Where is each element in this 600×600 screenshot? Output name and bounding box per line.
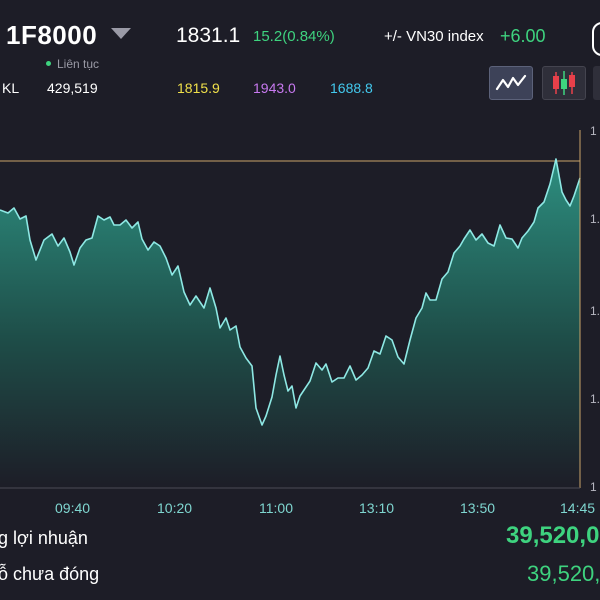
y-tick: 1. bbox=[590, 392, 600, 406]
menu-icon[interactable] bbox=[592, 22, 600, 56]
y-tick: 1. bbox=[590, 304, 600, 318]
reference-price: 1815.9 bbox=[177, 80, 220, 96]
status-dot-icon bbox=[46, 61, 51, 66]
x-tick: 13:10 bbox=[359, 500, 395, 516]
unrealized-value: 39,520, bbox=[527, 561, 600, 586]
line-chart-icon bbox=[495, 74, 527, 91]
volume-label: KL bbox=[2, 80, 20, 96]
unrealized-label: ỗ chưa đóng bbox=[0, 564, 100, 584]
contract-symbol[interactable]: 1F8000 bbox=[6, 20, 98, 50]
y-tick: 1. bbox=[590, 212, 600, 226]
x-tick: 13:50 bbox=[460, 500, 496, 516]
floor-price: 1688.8 bbox=[330, 80, 373, 96]
x-tick: 10:20 bbox=[157, 500, 193, 516]
y-tick: 1 bbox=[590, 480, 597, 494]
x-tick: 11:00 bbox=[259, 500, 293, 516]
chevron-down-icon[interactable] bbox=[111, 28, 131, 39]
profit-value: 39,520,0 bbox=[506, 522, 600, 549]
candlestick-chart-button[interactable] bbox=[542, 66, 586, 100]
candlestick-chart-icon bbox=[553, 71, 575, 95]
intraday-price-chart bbox=[0, 130, 581, 489]
vn30-basis-label: +/- VN30 index bbox=[384, 28, 484, 45]
x-tick: 09:40 bbox=[55, 500, 91, 516]
price-change: 15.2(0.84%) bbox=[253, 28, 335, 45]
volume-value: 429,519 bbox=[47, 80, 98, 96]
fullscreen-button[interactable] bbox=[593, 66, 600, 100]
line-chart-button[interactable] bbox=[489, 66, 533, 100]
trading-status: Liên tục bbox=[57, 57, 100, 71]
ceiling-price: 1943.0 bbox=[253, 80, 296, 96]
x-tick: 14:45 bbox=[560, 500, 596, 516]
last-price: 1831.1 bbox=[176, 24, 241, 47]
price-line bbox=[0, 158, 581, 426]
vn30-basis-value: +6.00 bbox=[500, 26, 546, 46]
y-tick: 1 bbox=[590, 124, 597, 138]
price-area bbox=[0, 159, 580, 488]
profit-label: g lợi nhuận bbox=[0, 528, 88, 548]
